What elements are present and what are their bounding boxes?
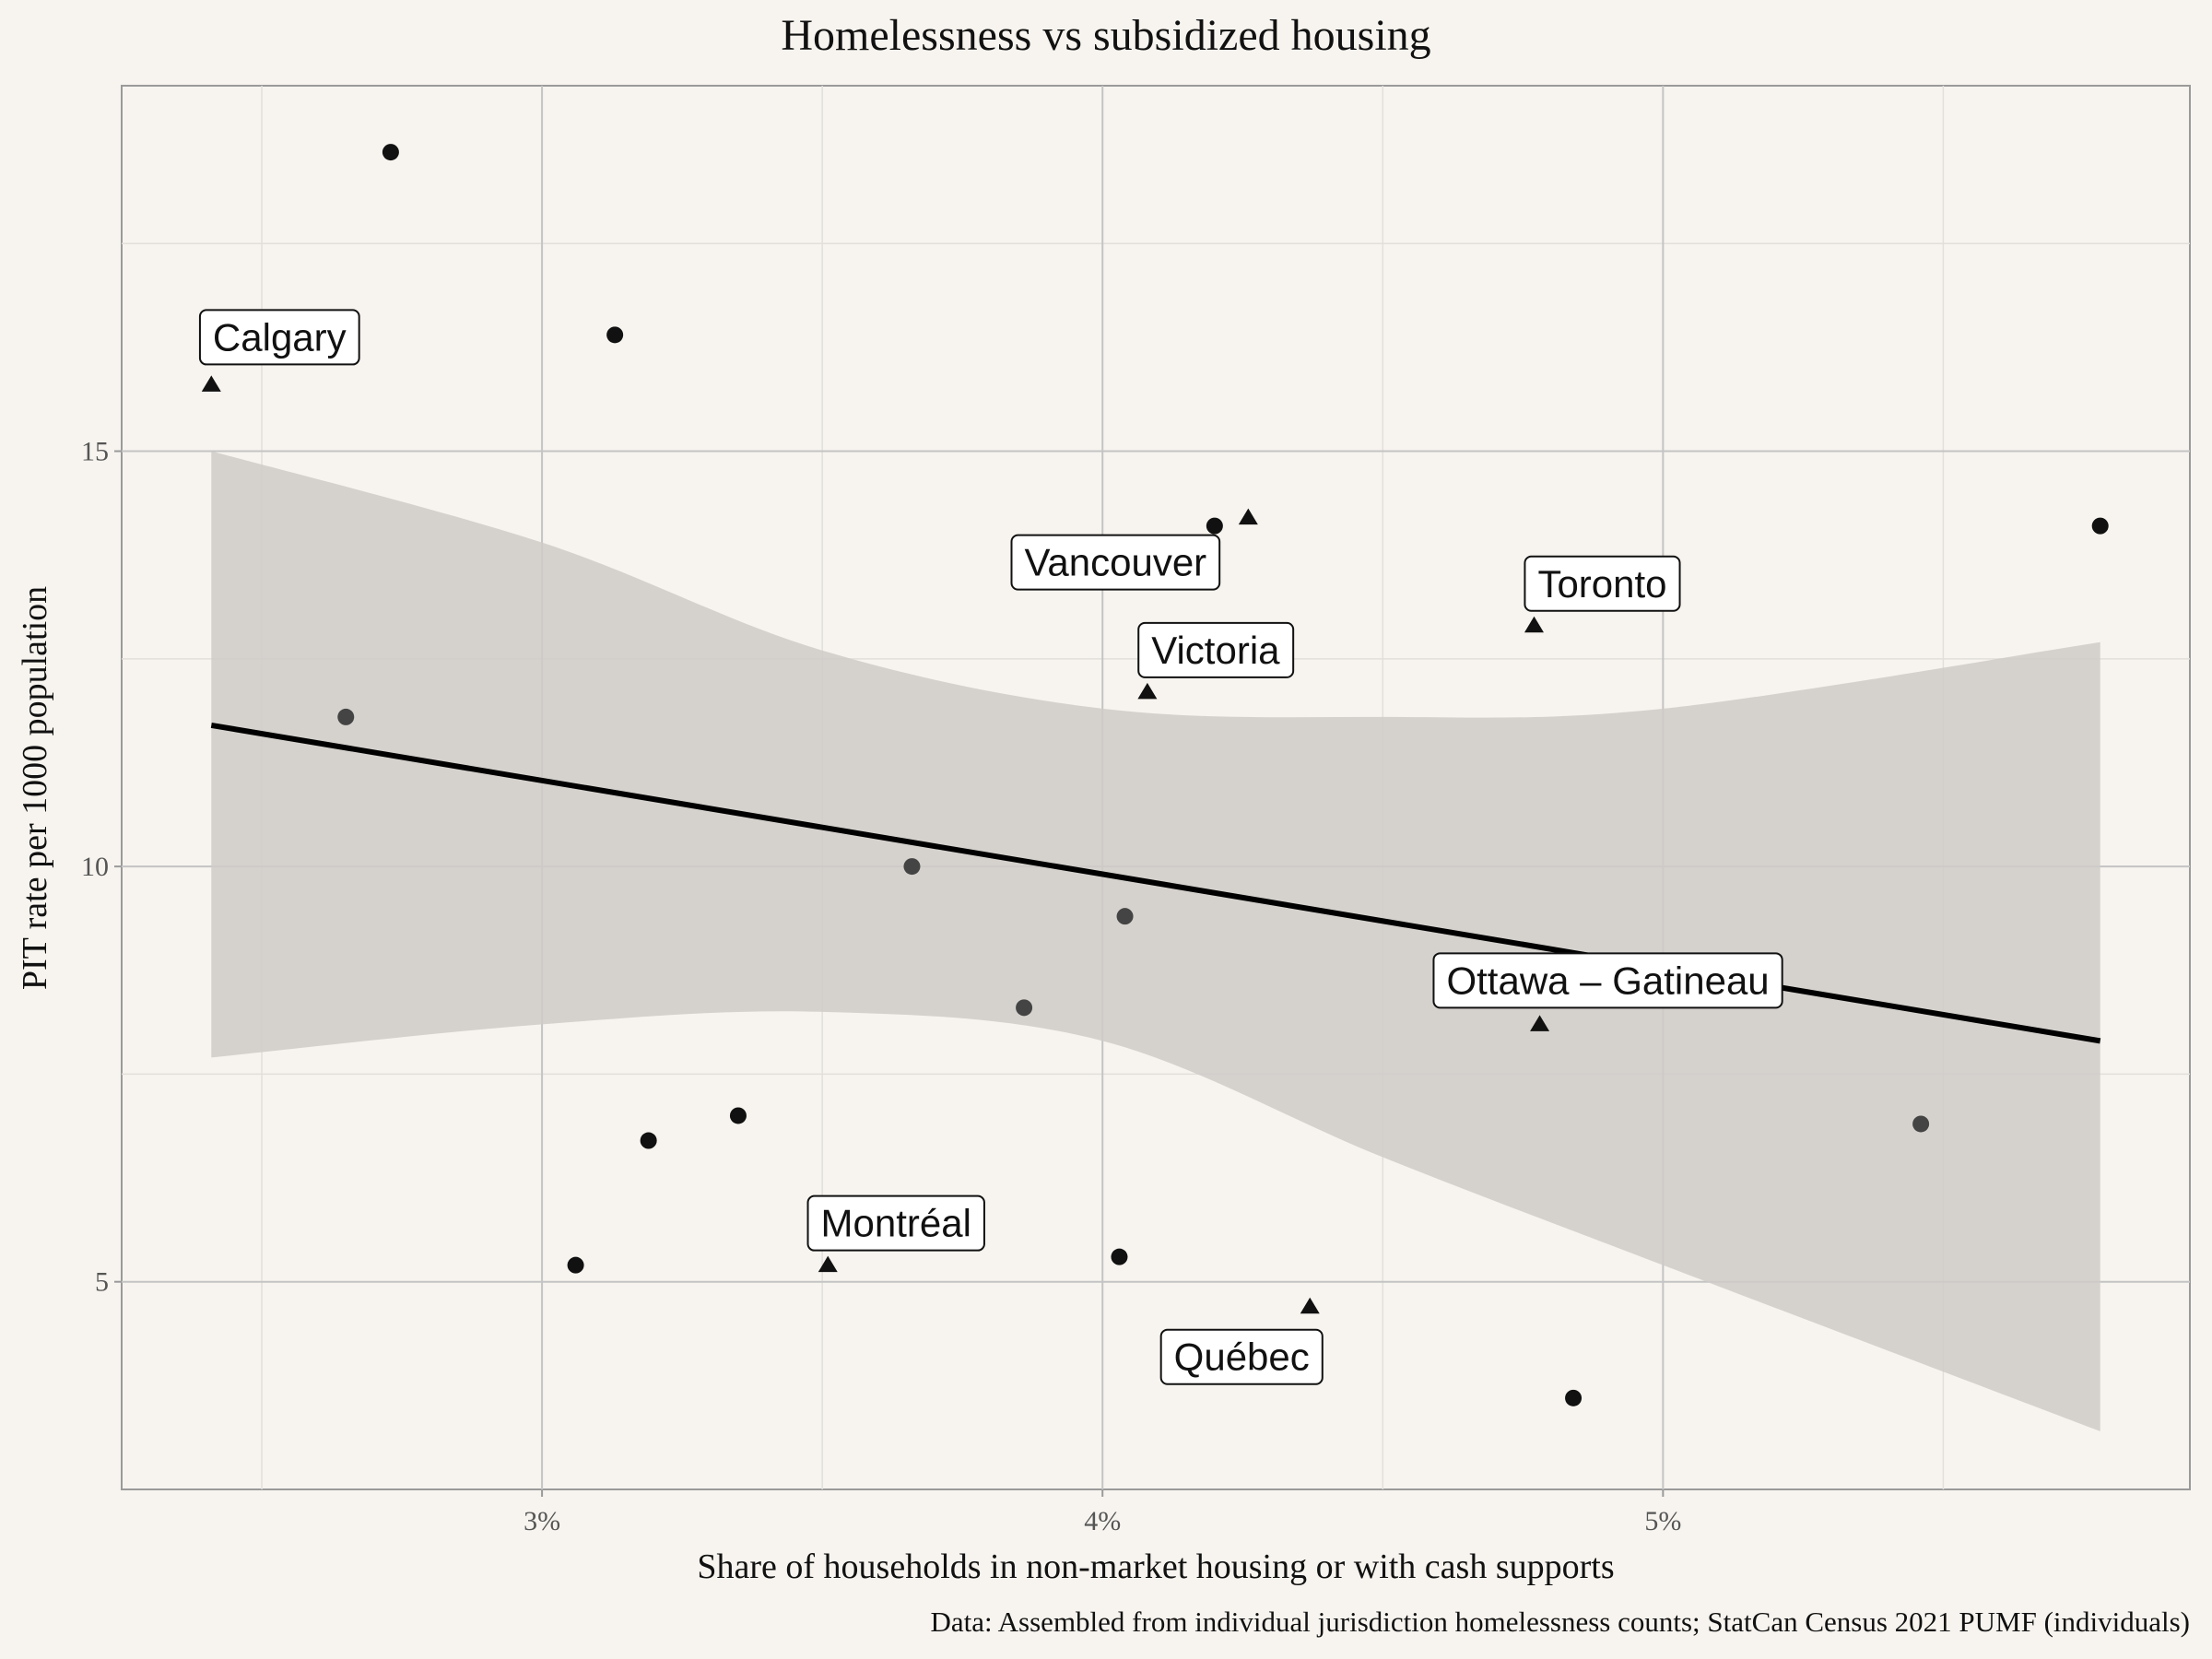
city-label-box: [1159, 1328, 1324, 1385]
data-points-layer: [201, 144, 2109, 1406]
city-label: Vancouver: [1010, 534, 1221, 591]
trend-line: [210, 722, 2101, 1044]
city-label-text: Victoria: [1151, 629, 1280, 672]
city-label-text: Calgary: [213, 315, 347, 359]
y-tick-label: 10: [81, 852, 109, 882]
data-point: [1111, 1248, 1128, 1265]
confidence-band: [211, 451, 2100, 1431]
data-point: [1206, 517, 1223, 535]
data-point: [640, 1132, 657, 1149]
data-point: [1912, 1115, 1930, 1133]
data-point-triangle: [1530, 1015, 1550, 1031]
x-tick-label: 3%: [524, 1506, 560, 1536]
data-point-triangle: [1300, 1297, 1320, 1314]
city-label-box: [806, 1194, 985, 1252]
city-label: Québec: [1159, 1328, 1324, 1385]
data-point-triangle: [1524, 616, 1544, 633]
x-tick-label: 4%: [1084, 1506, 1121, 1536]
y-axis-title: PIT rate per 1000 population: [16, 586, 54, 990]
city-label-text: Ottawa – Gatineau: [1446, 959, 1769, 1002]
city-label-box: [198, 309, 360, 366]
data-point: [567, 1256, 584, 1274]
y-tick-label: 15: [81, 437, 109, 467]
data-point: [382, 144, 399, 161]
data-point-triangle: [201, 375, 221, 392]
data-point-triangle: [818, 1255, 838, 1273]
city-label: Ottawa – Gatineau: [1432, 952, 1783, 1009]
data-point-triangle: [1238, 508, 1258, 525]
data-point: [337, 708, 355, 725]
data-point: [1116, 908, 1134, 925]
confidence-band-layer: [211, 451, 2100, 1431]
data-point: [903, 858, 921, 876]
data-point: [2091, 517, 2109, 535]
city-label: Victoria: [1137, 621, 1295, 678]
city-label-box: [1524, 555, 1681, 612]
y-tick-label: 5: [95, 1267, 109, 1298]
chart-title: Homelessness vs subsidized housing: [781, 11, 1430, 60]
x-axis-title: Share of households in non-market housin…: [697, 1547, 1614, 1586]
tick-labels-layer: 3% 4% 5% 5 10 15: [81, 437, 1681, 1536]
city-label-text: Vancouver: [1024, 541, 1206, 584]
city-label-text: Québec: [1174, 1335, 1310, 1379]
city-label-box: [1432, 952, 1783, 1009]
trend-line-layer: [210, 722, 2101, 1044]
caption: Data: Assembled from individual jurisdic…: [931, 1606, 2191, 1638]
city-label-box: [1137, 621, 1295, 678]
city-labels-layer: Calgary Vancouver Toronto Victoria Ottawa – …: [198, 309, 1783, 1385]
x-tick-label: 5%: [1644, 1506, 1681, 1536]
data-point: [1016, 999, 1033, 1017]
city-label-box: [1010, 534, 1221, 591]
data-point-triangle: [1137, 682, 1158, 700]
data-point: [606, 326, 624, 344]
city-label-text: Toronto: [1537, 562, 1666, 606]
city-label-text: Montréal: [821, 1202, 971, 1245]
city-label: Toronto: [1524, 555, 1681, 612]
data-point: [729, 1107, 747, 1124]
city-label: Calgary: [198, 309, 360, 366]
city-label: Montréal: [806, 1194, 985, 1252]
data-point: [1565, 1389, 1583, 1406]
